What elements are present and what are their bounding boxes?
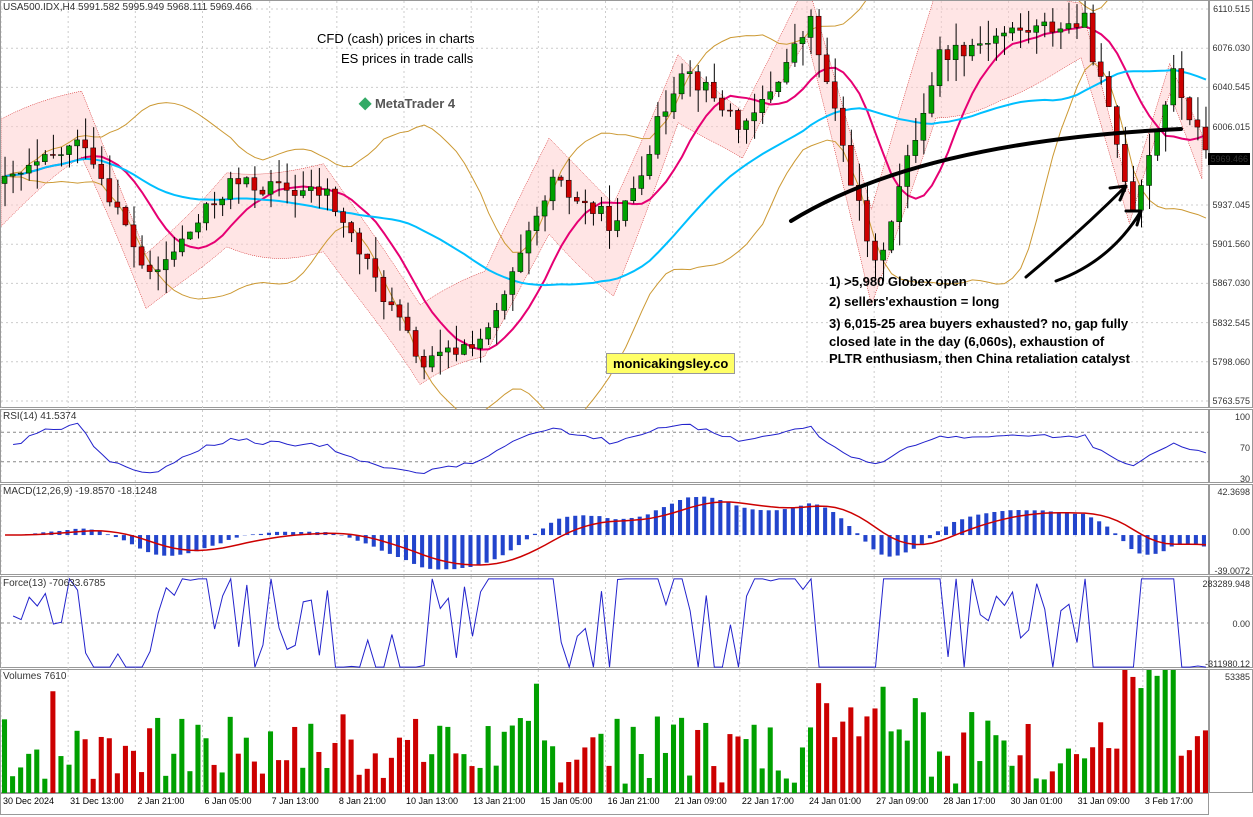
force-chart [1,577,1210,669]
price-yaxis: 5969.466 6110.5156076.0306040.5456006.01… [1209,0,1253,408]
annotation-2: 2) sellers'exhaustion = long [829,294,999,309]
volume-label: Volumes 7610 [3,671,66,682]
rsi-yaxis: 1007030 [1209,409,1253,483]
price-panel[interactable]: USA500.IDX,H4 5991.582 5995.949 5968.111… [0,0,1209,408]
mt4-label: MetaTrader 4 [375,96,455,111]
annotation-1: 1) >5,980 Globex open [829,274,967,289]
annotation-3a: 3) 6,015-25 area buyers exhausted? no, g… [829,316,1128,331]
macd-panel[interactable]: MACD(12,26,9) -19.8570 -18.1248 [0,484,1209,575]
macd-chart [1,485,1210,576]
annotation-cfd: CFD (cash) prices in charts [317,31,474,46]
mt4-logo: ◆ MetaTrader 4 [359,93,455,113]
force-yaxis: 283289.9480.00-311980.12 [1209,576,1253,668]
annotation-es: ES prices in trade calls [341,51,473,66]
rsi-panel[interactable]: RSI(14) 41.5374 [0,409,1209,483]
macd-label: MACD(12,26,9) -19.8570 -18.1248 [3,486,157,497]
force-label: Force(13) -70633.6785 [3,578,105,589]
volume-yaxis: 53385 [1209,669,1253,793]
volume-panel[interactable]: Volumes 7610 [0,669,1209,793]
watermark: monicakingsley.co [606,353,735,374]
volume-chart [1,670,1210,794]
symbol-header: USA500.IDX,H4 5991.582 5995.949 5968.111… [3,2,252,13]
time-axis: 30 Dec 202431 Dec 13:002 Jan 21:006 Jan … [0,793,1209,815]
rsi-chart [1,410,1210,484]
rsi-label: RSI(14) 41.5374 [3,411,76,422]
current-price-tag: 5969.466 [1208,153,1250,165]
macd-yaxis: 42.36980.00-39.0072 [1209,484,1253,575]
annotation-3b: closed late in the day (6,060s), exhaust… [829,334,1104,349]
annotation-3c: PLTR enthusiasm, then China retaliation … [829,351,1130,366]
force-panel[interactable]: Force(13) -70633.6785 [0,576,1209,668]
